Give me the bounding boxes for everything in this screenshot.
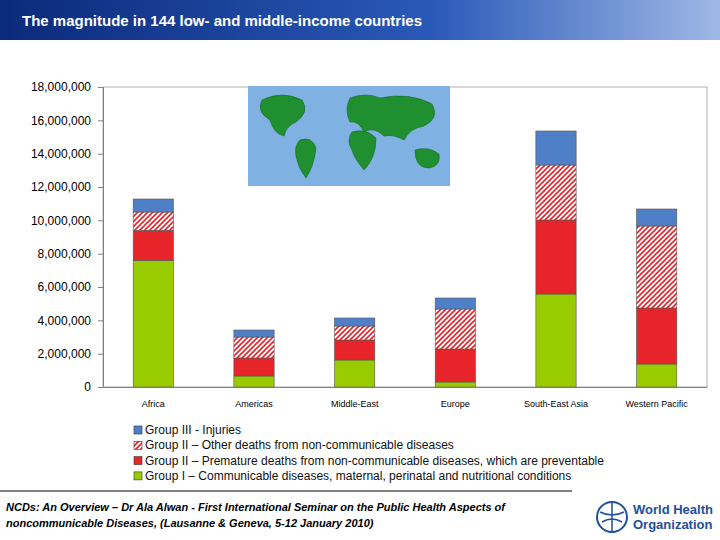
y-tick-label: 12,000,000 xyxy=(31,180,91,194)
y-tick: 14,000,000 xyxy=(31,147,103,161)
x-tick-label: Western Pacific xyxy=(625,399,688,409)
legend-swatch xyxy=(134,472,142,480)
y-tick: 0 xyxy=(84,380,103,394)
x-tick: Western Pacific xyxy=(625,387,688,409)
bar-segment xyxy=(335,340,375,360)
x-tick: Africa xyxy=(142,387,165,409)
y-tick-label: 8,000,000 xyxy=(38,247,92,261)
bar-segment xyxy=(435,382,475,387)
footer-rule xyxy=(0,491,572,492)
bar-segment xyxy=(234,376,274,387)
logo-emblem xyxy=(600,503,624,531)
x-tick: Europe xyxy=(441,387,470,409)
header-bar xyxy=(0,0,720,40)
y-tick-mark xyxy=(98,120,103,121)
x-tick-label: Middle-East xyxy=(331,399,379,409)
y-tick-label: 6,000,000 xyxy=(38,280,92,294)
y-tick-mark xyxy=(98,287,103,288)
bar-segment xyxy=(536,220,576,294)
legend-swatch xyxy=(134,426,142,434)
bar-segment xyxy=(435,298,475,309)
bar-segment xyxy=(133,212,173,230)
logo-text: World Health xyxy=(633,502,713,517)
legend: Group III - InjuriesGroup II – Other dea… xyxy=(134,423,604,483)
y-tick-mark xyxy=(98,354,103,355)
bar-segment xyxy=(637,209,677,226)
who-logo: World HealthOrganization xyxy=(597,502,713,532)
bar-segment xyxy=(335,326,375,340)
map-land xyxy=(349,131,376,170)
logo-text: Organization xyxy=(633,517,713,532)
y-tick-mark xyxy=(98,187,103,188)
bar-segment xyxy=(335,360,375,387)
y-tick-mark xyxy=(98,154,103,155)
y-tick-mark xyxy=(98,220,103,221)
y-tick-label: 0 xyxy=(84,380,91,394)
x-tick-label: South-East Asia xyxy=(524,399,588,409)
y-tick: 10,000,000 xyxy=(31,214,103,228)
bar-segment xyxy=(435,349,475,382)
y-tick-label: 16,000,000 xyxy=(31,114,91,128)
x-axis: Africa Americas Middle-East Europe South-Eas… xyxy=(104,387,708,409)
x-axis-line xyxy=(104,387,708,388)
legend-swatch xyxy=(134,457,142,465)
x-tick-label: Americas xyxy=(235,399,273,409)
map-land xyxy=(415,149,439,168)
bar-segment xyxy=(335,318,375,326)
citation: noncommunicable Diseases, (Lausanne & Ge… xyxy=(6,517,374,529)
y-tick: 2,000,000 xyxy=(38,347,103,361)
bar-segment xyxy=(234,330,274,337)
x-tick-label: Europe xyxy=(441,399,470,409)
y-tick-label: 10,000,000 xyxy=(31,214,91,228)
legend-label: Group II – Other deaths from non-communi… xyxy=(145,438,454,452)
legend-label: Group II – Premature deaths from non-com… xyxy=(145,454,604,468)
y-tick-label: 14,000,000 xyxy=(31,147,91,161)
bar-segment xyxy=(637,364,677,387)
legend-label: Group III - Injuries xyxy=(145,423,241,437)
plot-frame xyxy=(103,87,707,387)
y-tick: 16,000,000 xyxy=(31,114,103,128)
bar-segment xyxy=(536,131,576,165)
y-tick-mark xyxy=(98,87,103,88)
legend-swatch xyxy=(134,441,142,449)
world-map xyxy=(248,86,450,186)
bar-segment xyxy=(133,199,173,212)
x-tick: South-East Asia xyxy=(524,387,588,409)
y-tick: 18,000,000 xyxy=(31,80,103,94)
bar-segment xyxy=(133,260,173,387)
map-ocean xyxy=(248,86,450,186)
y-tick-mark xyxy=(98,387,103,388)
chart-title: The magnitude in 144 low- and middle-inc… xyxy=(22,12,422,29)
map-land xyxy=(296,139,317,178)
y-axis: 0 2,000,000 4,000,000 6,000,000 8,000,000 10,… xyxy=(31,80,104,394)
y-tick: 4,000,000 xyxy=(38,314,103,328)
y-tick: 6,000,000 xyxy=(38,280,103,294)
y-tick: 12,000,000 xyxy=(31,180,103,194)
y-axis-line xyxy=(98,88,104,388)
logo-emblem xyxy=(597,502,627,532)
y-tick-label: 18,000,000 xyxy=(31,80,91,94)
slide: The magnitude in 144 low- and middle-inc… xyxy=(0,0,720,540)
bar-segment xyxy=(435,309,475,349)
bar-segment xyxy=(637,226,677,308)
y-tick-label: 2,000,000 xyxy=(38,347,92,361)
x-tick: Americas xyxy=(235,387,273,409)
bar-segment xyxy=(234,337,274,358)
bar-segment xyxy=(234,358,274,376)
x-tick: Middle-East xyxy=(331,387,379,409)
bar-segment xyxy=(133,230,173,260)
bar-segment xyxy=(536,294,576,387)
y-tick-mark xyxy=(98,320,103,321)
citation: NCDs: An Overview – Dr Ala Alwan - First… xyxy=(6,501,506,513)
y-tick-mark xyxy=(98,254,103,255)
y-tick: 8,000,000 xyxy=(38,247,103,261)
legend-label: Group I – Communicable diseases, materna… xyxy=(145,469,571,483)
bar-segment xyxy=(637,308,677,364)
bar-segment xyxy=(536,165,576,220)
x-tick-label: Africa xyxy=(142,399,165,409)
y-tick-label: 4,000,000 xyxy=(38,314,92,328)
map-land xyxy=(260,95,305,136)
